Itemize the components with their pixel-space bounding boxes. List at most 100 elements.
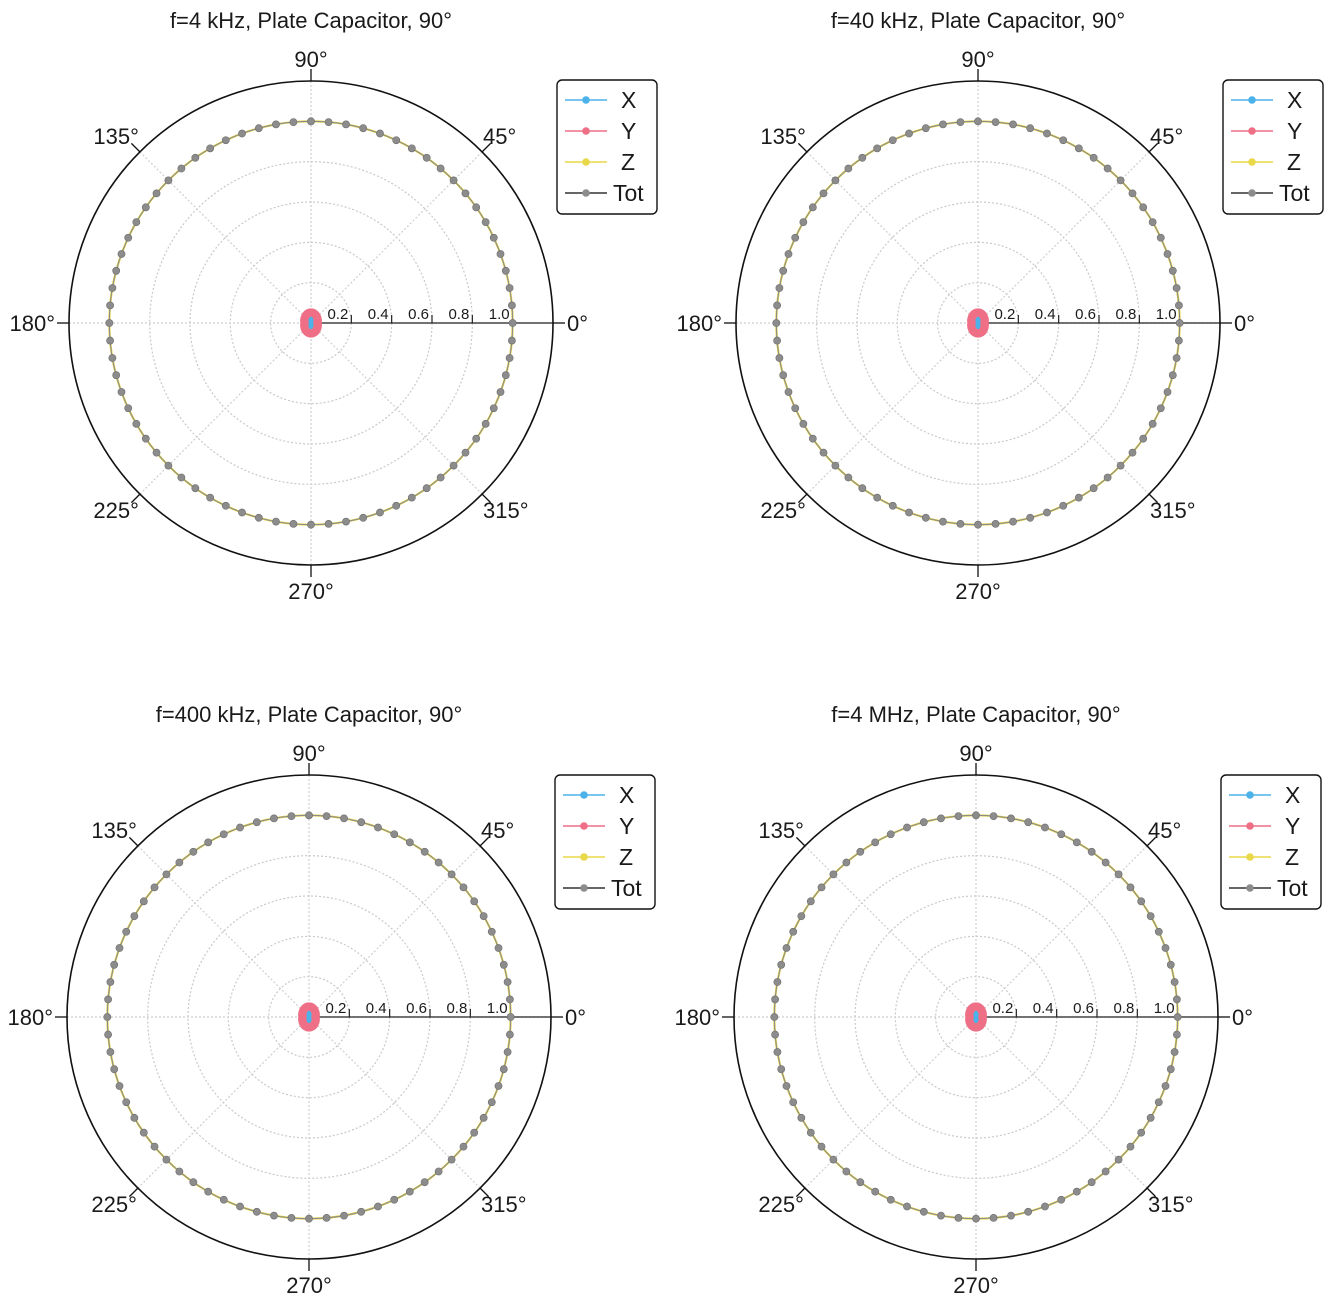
series-tot-point <box>206 144 215 153</box>
series-tot-point <box>921 513 930 522</box>
legend-label-x: X <box>1287 87 1302 113</box>
series-tot-point <box>954 812 963 821</box>
angular-grid-line <box>806 151 979 324</box>
series-tot-point <box>104 995 113 1004</box>
series-tot-point <box>817 1142 826 1151</box>
series-tot-point <box>505 354 514 362</box>
series-tot-point <box>342 120 350 129</box>
angle-tick-label: 225° <box>93 498 139 523</box>
series-tot-point <box>141 434 150 443</box>
angle-tick-label: 45° <box>1150 124 1183 149</box>
series-tot-point <box>773 1048 782 1056</box>
series-tot-point <box>505 284 514 292</box>
angle-tick-label: 135° <box>758 818 804 843</box>
series-tot-point <box>272 120 280 129</box>
legend-marker <box>1246 822 1254 830</box>
series-tot-point <box>447 870 456 879</box>
radial-tick-label: 0.6 <box>1073 1000 1094 1017</box>
radial-tick-label: 1.0 <box>489 306 510 323</box>
radial-tick-label: 0.2 <box>325 1000 346 1017</box>
angle-tick-label: 45° <box>483 124 516 149</box>
series-tot-point <box>221 136 230 145</box>
chart-title: f=4 kHz, Plate Capacitor, 90° <box>170 8 452 33</box>
series-tot-point <box>376 129 384 138</box>
series-tot-point <box>791 404 800 413</box>
series-tot-point <box>110 960 119 969</box>
series-tot-point <box>797 912 806 921</box>
series-tot-point <box>150 1142 159 1151</box>
legend-marker <box>582 189 590 197</box>
series-tot-point <box>779 371 788 380</box>
series-tot-point <box>1009 120 1017 129</box>
series-tot-point <box>844 473 853 482</box>
angle-tick-label: 270° <box>953 1273 999 1298</box>
series-tot-point <box>405 1187 414 1196</box>
series-tot-point <box>106 336 115 345</box>
polar-panel: f=4 kHz, Plate Capacitor, 90° 0° 45° 90° 135… <box>9 8 658 604</box>
series-tot-point <box>152 448 161 457</box>
legend-marker <box>580 884 588 892</box>
legend-marker <box>1248 158 1256 166</box>
legend-label-y: Y <box>621 118 636 144</box>
angle-tick-label: 270° <box>955 579 1001 604</box>
series-tot-point <box>773 978 782 986</box>
series-tot-point <box>1041 1202 1049 1211</box>
series-tot-point <box>1072 838 1081 847</box>
polar-panel: f=4 MHz, Plate Capacitor, 90° 0° 45° 90° 135… <box>674 702 1322 1298</box>
angle-tick-label: 90° <box>294 47 327 72</box>
series-tot-point <box>873 493 882 502</box>
series-tot-point <box>772 319 781 327</box>
series-tot-point <box>1173 1013 1182 1021</box>
series-tot-point <box>272 517 280 526</box>
series-tot-point <box>1114 1155 1123 1164</box>
series-tot-point <box>1170 1048 1179 1056</box>
series-tot-point <box>479 912 488 921</box>
series-tot-point <box>1059 136 1068 145</box>
series-tot-point <box>289 519 298 528</box>
angle-tick-label: 45° <box>1148 818 1181 843</box>
series-tot-point <box>1154 1098 1163 1107</box>
series-tot-point <box>221 501 230 510</box>
series-tot-point <box>505 1030 514 1039</box>
series-tot-point <box>972 811 980 820</box>
series-tot-point <box>177 473 186 482</box>
series-tot-point <box>919 818 928 827</box>
angle-tick-mark <box>797 142 808 153</box>
series-tot-point <box>489 404 498 413</box>
radial-tick-label: 0.8 <box>448 306 469 323</box>
series-tot-point <box>507 336 516 345</box>
series-tot-point <box>287 812 296 821</box>
angle-tick-label: 180° <box>676 311 722 336</box>
series-tot-point <box>177 164 186 173</box>
series-tot-point <box>108 354 117 362</box>
series-tot-point <box>139 897 148 906</box>
series-tot-point <box>905 508 913 517</box>
series-tot-point <box>506 1013 515 1021</box>
angle-tick-mark <box>1148 142 1159 153</box>
series-tot-point <box>856 847 865 856</box>
series-tot-point <box>501 371 510 380</box>
angle-tick-label: 90° <box>961 47 994 72</box>
angle-tick-label: 135° <box>91 818 137 843</box>
legend-label-x: X <box>1285 782 1300 808</box>
angle-tick-mark <box>130 493 141 504</box>
series-tot-point <box>1074 144 1083 153</box>
series-tot-point <box>784 250 793 258</box>
series-tot-point <box>1174 301 1183 310</box>
series-tot-point <box>1026 124 1035 133</box>
series-tot-point <box>1170 978 1179 986</box>
series-tot-point <box>858 484 867 493</box>
legend-marker <box>582 158 590 166</box>
angle-tick-label: 90° <box>959 741 992 766</box>
series-tot-point <box>436 164 445 173</box>
series-tot-point <box>1074 493 1083 502</box>
angular-grid-line <box>139 151 312 324</box>
series-tot-point <box>939 120 947 129</box>
series-tot-point <box>1089 153 1098 162</box>
angular-grid-line <box>975 845 1148 1018</box>
series-tot-point <box>1146 1113 1155 1122</box>
series-tot-point <box>1041 823 1049 832</box>
angle-tick-mark <box>479 1187 490 1198</box>
legend-marker <box>582 127 590 135</box>
series-tot-point <box>270 814 278 823</box>
